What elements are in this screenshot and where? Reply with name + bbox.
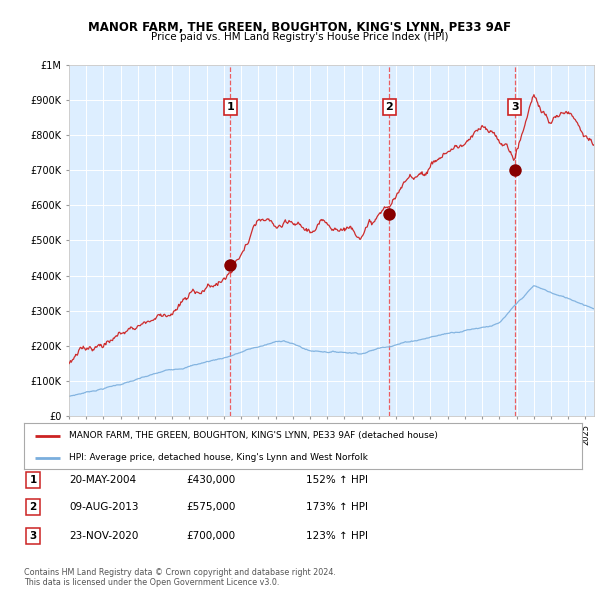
Text: MANOR FARM, THE GREEN, BOUGHTON, KING'S LYNN, PE33 9AF (detached house): MANOR FARM, THE GREEN, BOUGHTON, KING'S … xyxy=(68,431,437,440)
Text: MANOR FARM, THE GREEN, BOUGHTON, KING'S LYNN, PE33 9AF: MANOR FARM, THE GREEN, BOUGHTON, KING'S … xyxy=(89,21,511,34)
Text: Contains HM Land Registry data © Crown copyright and database right 2024.
This d: Contains HM Land Registry data © Crown c… xyxy=(24,568,336,587)
Text: 09-AUG-2013: 09-AUG-2013 xyxy=(69,503,139,512)
Text: HPI: Average price, detached house, King's Lynn and West Norfolk: HPI: Average price, detached house, King… xyxy=(68,453,368,462)
Text: 173% ↑ HPI: 173% ↑ HPI xyxy=(306,503,368,512)
Text: 3: 3 xyxy=(29,531,37,540)
Text: 23-NOV-2020: 23-NOV-2020 xyxy=(69,531,139,540)
Text: £430,000: £430,000 xyxy=(186,475,235,484)
Text: 3: 3 xyxy=(511,102,518,112)
Text: £700,000: £700,000 xyxy=(186,531,235,540)
Text: 2: 2 xyxy=(385,102,393,112)
Text: £575,000: £575,000 xyxy=(186,503,235,512)
Text: 152% ↑ HPI: 152% ↑ HPI xyxy=(306,475,368,484)
Text: Price paid vs. HM Land Registry's House Price Index (HPI): Price paid vs. HM Land Registry's House … xyxy=(151,32,449,42)
Text: 2: 2 xyxy=(29,503,37,512)
Text: 1: 1 xyxy=(227,102,235,112)
Text: 123% ↑ HPI: 123% ↑ HPI xyxy=(306,531,368,540)
Text: 20-MAY-2004: 20-MAY-2004 xyxy=(69,475,136,484)
Text: 1: 1 xyxy=(29,475,37,484)
